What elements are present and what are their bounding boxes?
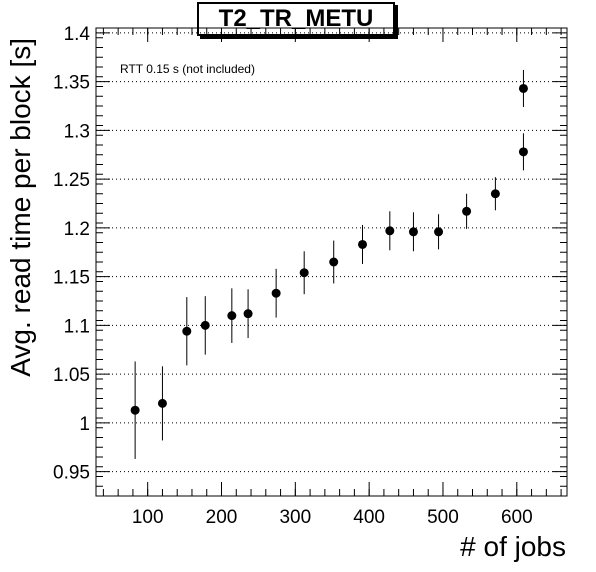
y-axis-label: Avg. read time per block [s]	[5, 38, 36, 377]
grid-lines	[96, 32, 567, 473]
point-marker	[182, 326, 192, 336]
x-tick-label: 100	[132, 507, 164, 528]
data-point	[299, 251, 309, 295]
data-point	[157, 366, 167, 441]
data-point	[200, 296, 210, 355]
y-ticks: 0.95 1 1.05 1.1 1.15 1.2 1.25 1.3 1.35 1.4	[53, 24, 567, 497]
y-tick-label: 1.05	[53, 365, 90, 386]
point-marker	[329, 257, 339, 267]
rtt-annotation: RTT 0.15 s (not included)	[120, 62, 255, 76]
y-tick-label: 1.2	[64, 219, 90, 240]
y-tick-label: 1.35	[53, 73, 90, 94]
point-marker	[200, 320, 210, 330]
data-point	[385, 211, 395, 251]
point-marker	[227, 311, 237, 321]
data-point	[434, 214, 444, 250]
y-tick-label: 1.15	[53, 268, 90, 289]
data-point	[408, 212, 418, 252]
point-marker	[408, 227, 418, 237]
data-point	[227, 288, 237, 343]
point-marker	[434, 227, 444, 237]
data-point	[329, 240, 339, 284]
y-tick-label: 0.95	[53, 463, 90, 484]
y-tick-label: 1.25	[53, 170, 90, 191]
data-point	[243, 289, 253, 339]
x-ticks: 100 200 300 400 500 600	[102, 28, 562, 528]
y-tick-label: 1.4	[64, 24, 91, 45]
x-axis-label: # of jobs	[460, 531, 566, 562]
point-marker	[299, 268, 309, 278]
data-point	[518, 133, 528, 171]
point-marker	[490, 189, 500, 199]
x-tick-label: 600	[501, 507, 533, 528]
point-marker	[157, 398, 167, 408]
x-tick-label: 400	[353, 507, 385, 528]
x-tick-label: 200	[206, 507, 238, 528]
data-point	[130, 361, 140, 459]
point-marker	[518, 83, 528, 93]
x-tick-label: 500	[427, 507, 459, 528]
point-marker	[271, 288, 281, 298]
point-marker	[518, 147, 528, 157]
x-tick-label: 300	[279, 507, 311, 528]
data-point	[358, 224, 368, 264]
data-point	[462, 193, 472, 229]
point-marker	[130, 405, 140, 415]
point-marker	[385, 226, 395, 236]
y-tick-label: 1.3	[64, 121, 90, 142]
data-points	[130, 69, 528, 459]
data-point	[518, 69, 528, 107]
point-marker	[243, 309, 253, 319]
data-point	[490, 177, 500, 211]
y-tick-label: 1.1	[64, 316, 90, 337]
point-marker	[358, 239, 368, 249]
y-tick-label: 1	[79, 414, 90, 435]
point-marker	[462, 206, 472, 216]
data-point	[182, 297, 192, 366]
data-point	[271, 268, 281, 318]
